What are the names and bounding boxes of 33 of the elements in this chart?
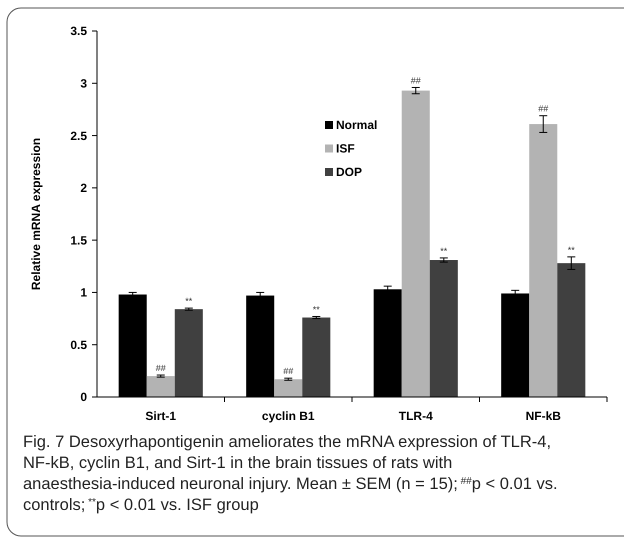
y-axis-title: Relative mRNA expression [29,138,43,290]
annotation: ** [185,296,193,306]
y-tick-label: 2 [80,181,88,196]
bar [529,124,558,397]
x-tick-label: Sirt-1 [145,409,176,423]
bar [557,263,586,397]
annotation: ## [156,363,166,374]
y-tick-label: 3 [80,76,88,90]
annotation: ** [312,304,320,314]
y-tick-label: 2.5 [70,128,88,143]
y-tick-label: 0.5 [70,338,88,352]
bar [146,376,175,397]
x-tick-label: NF-kB [526,409,562,423]
bar [430,260,458,397]
bar [174,309,203,397]
y-tick-label: 3.5 [70,24,88,38]
legend-label: DOP [336,165,362,180]
annotation: ## [538,104,548,114]
bar [302,318,330,397]
annotation: ** [568,244,576,255]
legend-label: ISF [336,142,355,156]
text: Fig. 7 Desoxyrhapontigenin ameliorates the mRNA expression of TLR-4, NF-kB, cyclin B1, and Sirt-1 in the brain tissues of rats with anaesthesia-induced neuronal injury. Mean ± SEM (n = 15); $^{##}$p < 0.01 vs. controls; $^{**}$p < 0.01 vs. ISF group [23,433,558,514]
annotation: ## [410,75,421,86]
y-tick-label: 1 [80,286,88,300]
annotation: ## [283,366,294,376]
bar [274,379,302,397]
bar [402,90,430,397]
legend-label: Normal [336,118,378,132]
y-tick-label: 0 [80,390,88,404]
annotation: ** [440,246,448,256]
x-tick-label: TLR-4 [398,409,434,423]
x-tick-label: cyclin B1 [262,409,315,423]
y-tick-label: 1.5 [70,233,88,248]
